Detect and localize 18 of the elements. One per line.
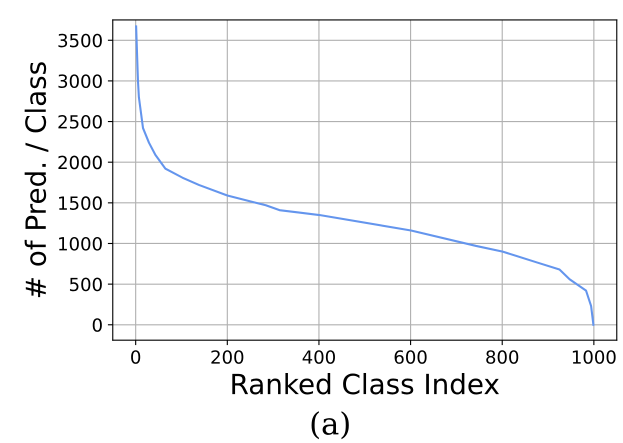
x-tick-label: 800	[486, 350, 518, 364]
x-axis-title: Ranked Class Index	[232, 372, 500, 394]
y-tick-label: 500	[70, 278, 102, 292]
x-tick-label: 0	[131, 350, 140, 364]
y-tick-label: 3000	[58, 74, 102, 88]
y-axis-title: # of Pred. / Class	[24, 62, 48, 298]
x-tick-label: 400	[302, 350, 335, 364]
y-tick-label: 0	[92, 318, 102, 332]
x-tick-label: 200	[211, 350, 244, 364]
y-tick-label: 2000	[58, 156, 102, 170]
x-tick-label: 1000	[572, 350, 616, 364]
y-tick-label: 3500	[58, 34, 102, 48]
y-tick-label: 1000	[59, 236, 102, 251]
line-series	[135, 25, 594, 326]
y-tick-label: 2500	[58, 115, 102, 129]
y-tick-label: 1500	[59, 196, 102, 210]
x-tick-label: 600	[394, 350, 427, 364]
text: (a)	[312, 411, 349, 440]
